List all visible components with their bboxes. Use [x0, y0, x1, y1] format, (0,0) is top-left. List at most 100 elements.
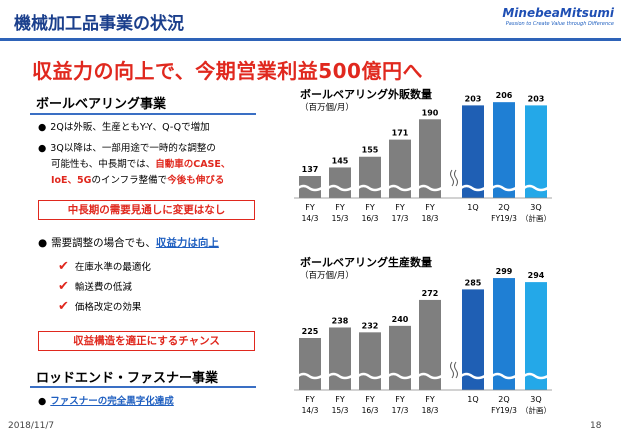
bar-5 — [462, 289, 484, 390]
x-tick-label: FY — [305, 203, 315, 212]
x-tick-label: FY — [335, 203, 345, 212]
bar-5 — [462, 105, 484, 198]
axis-break-wave — [297, 372, 323, 380]
x-tick-sublabel: （計画） — [521, 213, 551, 223]
bar-1 — [329, 167, 351, 198]
page-number: 18 — [590, 421, 602, 431]
x-tick-sublabel: 18/3 — [422, 406, 439, 415]
axis-break-wave — [387, 184, 413, 192]
x-group-label: FY19/3 — [491, 406, 517, 415]
x-tick-sublabel: 15/3 — [332, 406, 349, 415]
axis-break-wave — [357, 372, 383, 380]
axis-break-wave — [460, 184, 486, 192]
axis-break-wave — [460, 372, 486, 380]
x-tick-label: 2Q — [498, 203, 509, 212]
headline: 収益力の向上で、今期営業利益500億円へ — [32, 59, 423, 83]
axis-break-marker — [450, 361, 454, 379]
x-tick-sublabel: （計画） — [521, 405, 551, 415]
bar-value-label: 190 — [422, 108, 439, 117]
x-tick-label: 2Q — [498, 395, 509, 404]
x-group-label: FY19/3 — [491, 214, 517, 223]
checkmark-icon: ✔ — [58, 299, 69, 314]
x-tick-label: FY — [425, 395, 435, 404]
bar-value-label: 203 — [528, 94, 545, 103]
bar-7 — [525, 282, 547, 390]
section-title-rod-end: ロッドエンド・ファスナー事業 — [36, 371, 219, 386]
x-tick-sublabel: 16/3 — [362, 214, 379, 223]
bullet-demand-adjust: ● 需要調整の場合でも、収益力は向上 — [38, 237, 219, 249]
x-tick-sublabel: 17/3 — [392, 406, 409, 415]
checkmark-icon: ✔ — [58, 259, 69, 274]
x-tick-label: 1Q — [467, 395, 478, 404]
x-tick-sublabel: 17/3 — [392, 214, 409, 223]
bar-value-label: 294 — [528, 271, 545, 280]
bar-6 — [493, 102, 515, 198]
opportunity-box: 収益構造を適正にするチャンス — [38, 331, 255, 351]
bar-value-label: 232 — [362, 321, 379, 330]
x-tick-label: FY — [365, 395, 375, 404]
chart1-title: ボールベアリング外販数量 — [300, 88, 432, 101]
logo-tagline: Passion to Create Value through Differen… — [505, 21, 614, 27]
section-underline — [30, 386, 256, 388]
footer-date: 2018/11/7 — [8, 421, 55, 431]
chart-external-sales: 137 FY 14/3 145 FY 15/3 155 FY 16/3 171 FY 17/3 190 F… — [294, 91, 552, 223]
outlook-box: 中長期の需要見通しに変更はなし — [38, 200, 255, 220]
x-tick-label: 3Q — [530, 395, 541, 404]
bar-6 — [493, 278, 515, 390]
axis-break-wave — [327, 372, 353, 380]
x-tick-label: 1Q — [467, 203, 478, 212]
axis-break-wave — [491, 372, 517, 380]
chart2-title: ボールベアリング生産数量 — [300, 256, 432, 269]
bar-value-label: 155 — [362, 146, 379, 155]
bar-value-label: 137 — [302, 165, 319, 174]
bar-1 — [329, 327, 351, 390]
bar-value-label: 285 — [465, 278, 482, 287]
axis-break-wave — [491, 184, 517, 192]
axis-break-marker — [450, 169, 454, 187]
bar-value-label: 206 — [496, 91, 513, 100]
x-tick-sublabel: 15/3 — [332, 214, 349, 223]
bar-2 — [359, 156, 381, 198]
bullet-3q: ● 3Q以降は、一部用途で一時的な調整の 可能性も、中長期では、自動車のCASE、… — [38, 143, 231, 186]
x-tick-sublabel: 14/3 — [302, 214, 319, 223]
x-tick-sublabel: 14/3 — [302, 406, 319, 415]
company-logo: MinebeaMitsumi Passion to Create Value t… — [496, 6, 614, 34]
bar-value-label: 225 — [302, 327, 319, 336]
bar-4 — [419, 299, 441, 390]
axis-break-wave — [297, 184, 323, 192]
x-tick-label: 3Q — [530, 203, 541, 212]
bar-4 — [419, 119, 441, 198]
bar-value-label: 238 — [332, 316, 349, 325]
x-tick-label: FY — [335, 395, 345, 404]
bar-0 — [299, 176, 321, 198]
axis-break-wave — [327, 184, 353, 192]
checkmark-icon: ✔ — [58, 279, 69, 294]
axis-break-wave — [523, 184, 549, 192]
check-item-price: ✔ 価格改定の効果 — [58, 299, 142, 314]
x-tick-sublabel: 18/3 — [422, 214, 439, 223]
bullet-2q: ● 2Qは外販、生産ともY-Y、Q-Qで増加 — [38, 122, 210, 133]
check-item-inventory: ✔ 在庫水準の最適化 — [58, 259, 151, 274]
x-tick-label: FY — [395, 203, 405, 212]
x-tick-label: FY — [365, 203, 375, 212]
section-underline — [30, 113, 256, 115]
axis-break-marker — [454, 361, 458, 379]
x-tick-label: FY — [395, 395, 405, 404]
axis-break-wave — [523, 372, 549, 380]
bullet-fastener: ● ファスナーの完全黒字化達成 — [38, 396, 174, 407]
bar-0 — [299, 338, 321, 390]
bar-value-label: 203 — [465, 94, 482, 103]
x-tick-label: FY — [305, 395, 315, 404]
chart2-unit: （百万個/月） — [300, 271, 354, 281]
bar-value-label: 299 — [496, 267, 513, 276]
chart-production: 225 FY 14/3 238 FY 15/3 232 FY 16/3 240 FY 17/3 272 F… — [294, 267, 552, 415]
axis-break-wave — [357, 184, 383, 192]
chart1-unit: （百万個/月） — [300, 103, 354, 113]
header-divider — [0, 38, 621, 41]
x-tick-sublabel: 16/3 — [362, 406, 379, 415]
axis-break-marker — [454, 169, 458, 187]
bar-7 — [525, 105, 547, 198]
check-item-freight: ✔ 輸送費の低減 — [58, 279, 132, 294]
page-title: 機械加工品事業の状況 — [14, 14, 184, 34]
section-title-ball-bearing: ボールベアリング事業 — [36, 97, 167, 112]
